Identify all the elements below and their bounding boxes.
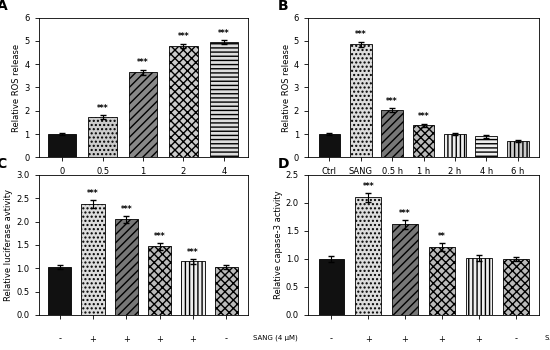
- Text: -: -: [225, 335, 228, 344]
- Text: ***: ***: [178, 32, 189, 41]
- Text: ***: ***: [137, 58, 149, 67]
- Bar: [444, 134, 466, 158]
- Text: ***: ***: [355, 30, 367, 39]
- X-axis label: SANG (μM): SANG (μM): [116, 178, 170, 187]
- Text: D: D: [278, 157, 289, 171]
- Text: +: +: [365, 335, 372, 344]
- Y-axis label: Relative ROS release: Relative ROS release: [282, 43, 291, 132]
- Bar: [214, 267, 238, 315]
- Bar: [48, 267, 72, 315]
- Bar: [210, 42, 238, 158]
- Text: ***: ***: [120, 205, 132, 214]
- Text: B: B: [278, 0, 289, 14]
- Text: -: -: [514, 335, 517, 344]
- Bar: [318, 259, 344, 315]
- Y-axis label: Relative ROS release: Relative ROS release: [12, 43, 21, 132]
- Text: -: -: [58, 335, 61, 344]
- Text: ***: ***: [386, 97, 398, 106]
- Text: ***: ***: [187, 248, 199, 257]
- Bar: [475, 136, 497, 158]
- Bar: [148, 246, 172, 315]
- Text: +: +: [402, 335, 409, 344]
- Text: +: +: [475, 335, 482, 344]
- Text: SANG (4 μM): SANG (4 μM): [253, 335, 298, 341]
- Bar: [412, 125, 434, 158]
- Bar: [318, 134, 340, 158]
- Text: +: +: [438, 335, 446, 344]
- Text: -: -: [330, 335, 333, 344]
- Text: ***: ***: [87, 189, 99, 198]
- Bar: [48, 134, 76, 158]
- Bar: [350, 44, 372, 158]
- Bar: [169, 46, 197, 158]
- Text: A: A: [0, 0, 8, 14]
- Text: +: +: [123, 335, 130, 344]
- Bar: [466, 258, 492, 315]
- Bar: [429, 247, 455, 315]
- Text: C: C: [0, 157, 7, 171]
- Bar: [114, 219, 138, 315]
- Text: ***: ***: [218, 29, 230, 37]
- Bar: [182, 261, 205, 315]
- Text: ***: ***: [362, 182, 374, 191]
- Bar: [392, 224, 418, 315]
- Bar: [89, 117, 117, 158]
- Text: +: +: [156, 335, 163, 344]
- Bar: [81, 204, 104, 315]
- Bar: [355, 197, 381, 315]
- Text: **: **: [438, 231, 446, 240]
- Text: ***: ***: [97, 104, 108, 113]
- Bar: [129, 72, 157, 158]
- Text: ***: ***: [154, 232, 166, 241]
- Text: +: +: [190, 335, 196, 344]
- Text: +: +: [90, 335, 96, 344]
- Bar: [507, 141, 529, 158]
- Bar: [381, 110, 403, 158]
- Y-axis label: Relative luciferase avtivity: Relative luciferase avtivity: [4, 189, 13, 301]
- Text: SANG (4 μM): SANG (4 μM): [545, 335, 550, 341]
- Y-axis label: Relative capase-3 activity: Relative capase-3 activity: [274, 191, 283, 299]
- Text: SANG + NAC: SANG + NAC: [430, 194, 480, 203]
- Text: ***: ***: [399, 209, 411, 218]
- Bar: [503, 259, 529, 315]
- Text: ***: ***: [417, 112, 430, 121]
